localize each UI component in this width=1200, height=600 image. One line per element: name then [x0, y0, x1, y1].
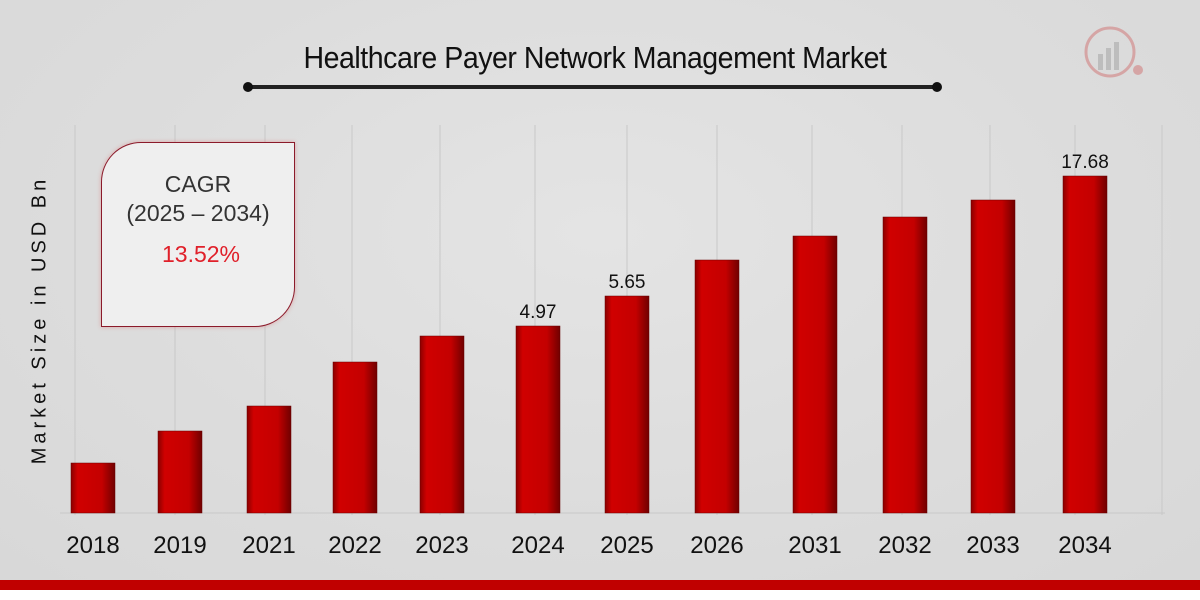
chart-area: 2018 2019 2021 2022 2023 2024 4.97 2025 5.65 2026… [0, 0, 1200, 580]
title-rule-dot-left [243, 82, 253, 92]
data-label: 4.97 [520, 302, 557, 323]
cagr-period: (2025 – 2034) [126, 200, 270, 226]
bar-chart-circle-logo-icon [1084, 26, 1143, 78]
x-tick-label: 2023 [415, 532, 468, 559]
x-tick-label: 2032 [878, 532, 931, 559]
bar-2024 [515, 325, 561, 514]
bar-2025 [604, 295, 650, 514]
data-label: 5.65 [609, 272, 646, 293]
bar-2026 [694, 259, 740, 514]
title-underline [248, 85, 938, 89]
y-axis-label: Market Size in USD Bn [28, 175, 51, 465]
bar-2033 [970, 199, 1016, 514]
x-tick-label: 2031 [788, 532, 841, 559]
title-rule-dot-right [932, 82, 942, 92]
bar-2019 [157, 430, 203, 514]
cagr-value: 13.52% [161, 241, 240, 267]
footer-red-band [0, 580, 1200, 590]
x-tick-label: 2034 [1058, 532, 1111, 559]
bar-2022 [332, 361, 378, 514]
x-tick-label: 2026 [690, 532, 743, 559]
x-tick-label: 2019 [153, 532, 206, 559]
bar-2034 [1062, 175, 1108, 514]
x-tick-label: 2024 [511, 532, 564, 559]
bar-2032 [882, 216, 928, 514]
bar-chart: 2018 2019 2021 2022 2023 2024 4.97 2025 5.65 2026… [60, 125, 1165, 559]
x-tick-label: 2021 [242, 532, 295, 559]
x-tick-label: 2025 [600, 532, 653, 559]
bar-2031 [792, 235, 838, 514]
bar-2021 [246, 405, 292, 514]
x-tick-label: 2022 [328, 532, 381, 559]
x-tick-label: 2018 [66, 532, 119, 559]
x-tick-label: 2033 [966, 532, 1019, 559]
chart-title: Healthcare Payer Network Management Mark… [303, 40, 887, 75]
cagr-label: CAGR [164, 171, 232, 197]
bar-2023 [419, 335, 465, 514]
cagr-box: CAGR (2025 – 2034) 13.52% [101, 142, 295, 327]
data-label: 17.68 [1061, 152, 1109, 173]
bar-2018 [70, 462, 116, 514]
